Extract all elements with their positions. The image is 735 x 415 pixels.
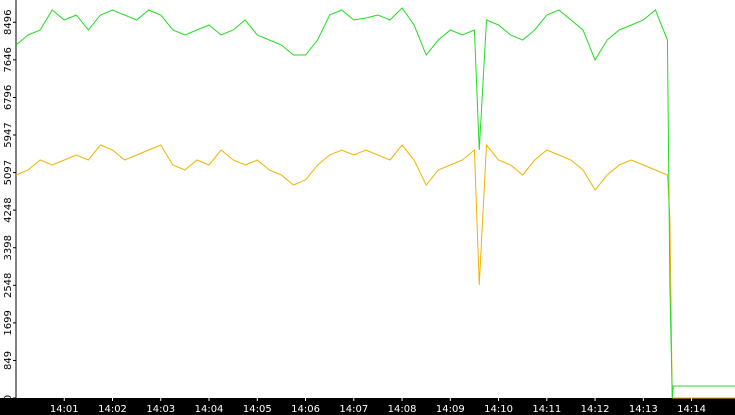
y-tick-label: 8496: [3, 10, 14, 35]
x-tick-label: 14:05: [243, 404, 272, 415]
x-tick-label: 14:07: [339, 404, 368, 415]
y-tick-label: 4248: [3, 197, 14, 222]
x-tick-label: 14:06: [291, 404, 320, 415]
x-tick-label: 14:14: [677, 404, 706, 415]
y-tick-label: 849: [3, 351, 14, 370]
y-tick-label: 6796: [3, 85, 14, 110]
x-axis-band: [0, 398, 735, 415]
x-tick-label: 14:02: [98, 404, 127, 415]
x-tick-label: 14:08: [388, 404, 417, 415]
x-tick-label: 14:09: [436, 404, 465, 415]
series-line: [15, 143, 735, 399]
y-tick-label: 5947: [3, 122, 14, 147]
y-tick-label: 2548: [3, 273, 14, 298]
y-tick-label: 3398: [3, 235, 14, 260]
x-tick-label: 14:12: [581, 404, 610, 415]
x-tick-label: 14:01: [50, 404, 79, 415]
series-line: [15, 7, 735, 399]
y-tick-label: 1699: [3, 310, 14, 335]
y-tick-label: 0: [3, 395, 14, 401]
x-tick-label: 14:10: [484, 404, 513, 415]
x-tick-label: 14:11: [532, 404, 561, 415]
x-tick-label: 14:13: [629, 404, 658, 415]
x-tick-label: 14:04: [195, 404, 224, 415]
y-tick-label: 5097: [3, 160, 14, 185]
x-tick-label: 14:03: [146, 404, 175, 415]
y-tick-label: 7646: [3, 47, 14, 72]
